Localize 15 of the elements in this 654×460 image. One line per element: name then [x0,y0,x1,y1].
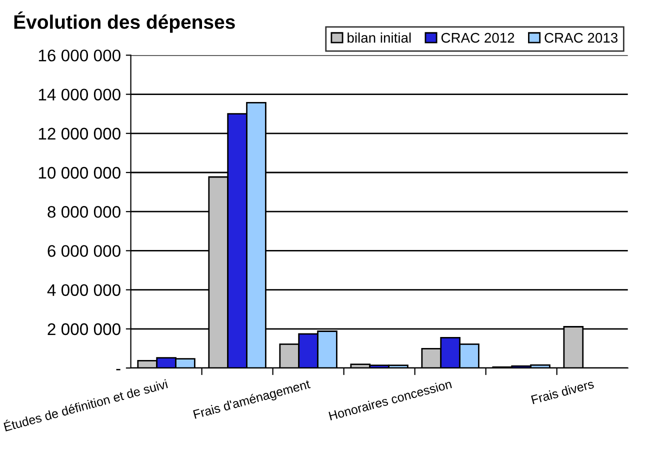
legend-label: bilan initial [348,32,411,43]
y-tick-label: - [116,368,120,370]
x-tick-label: Études de définition et de suivi [3,377,168,432]
y-tick-label: 4 000 000 [47,284,120,296]
y-tick-label: 2 000 000 [48,323,120,336]
y-tick-label: 12 000 000 [38,128,120,140]
x-tick-label: Frais divers [530,379,594,404]
y-tick-label: 14 000 000 [38,88,120,101]
y-tick-label: 6 000 000 [48,245,120,257]
chart-title: Évolution des dépenses [14,12,235,33]
y-tick-label: 8 000 000 [48,206,120,218]
legend-label: CRAC 2012 [441,32,514,43]
y-tick-label: 10 000 000 [38,166,120,179]
legend-label: CRAC 2013 [544,32,618,43]
y-tick-label: 16 000 000 [38,50,120,62]
